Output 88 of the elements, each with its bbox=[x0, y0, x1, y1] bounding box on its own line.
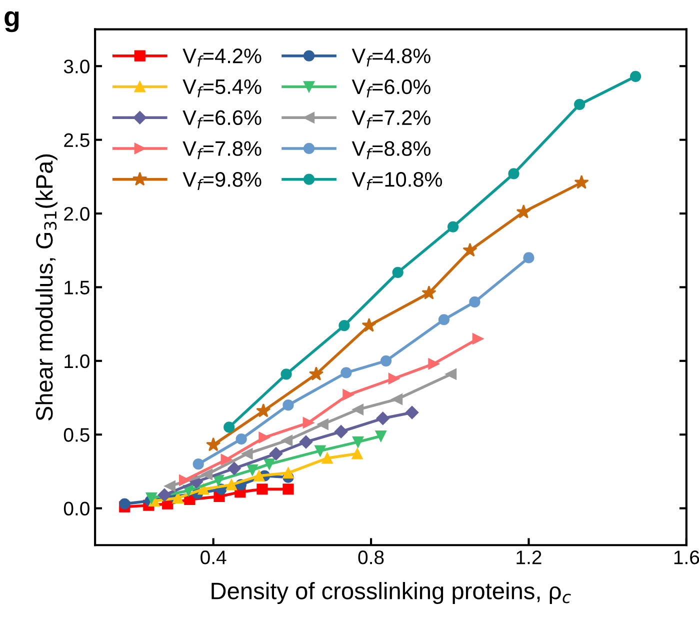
point bbox=[334, 425, 348, 438]
legend-label: V$_{f}$=6.0% bbox=[352, 79, 430, 98]
point bbox=[299, 435, 313, 449]
point bbox=[392, 266, 404, 278]
point bbox=[422, 285, 436, 300]
point bbox=[388, 373, 400, 384]
point bbox=[224, 422, 235, 433]
legend-label: V$_{f}$=4.8% bbox=[352, 48, 430, 67]
point bbox=[574, 174, 589, 189]
point bbox=[179, 474, 190, 486]
y-tick-label: 1.5 bbox=[64, 280, 90, 294]
point bbox=[391, 394, 403, 405]
point bbox=[380, 355, 392, 366]
point bbox=[352, 448, 363, 460]
point bbox=[352, 436, 364, 448]
point bbox=[352, 404, 364, 416]
point bbox=[338, 320, 350, 332]
y-tick-label: 2.0 bbox=[64, 206, 90, 221]
legend-label: V$_{f}$=4.2% bbox=[182, 48, 262, 67]
legend-label: V$_{f}$=8.8% bbox=[352, 141, 430, 160]
point bbox=[317, 418, 328, 430]
x-tick-label: 1.6 bbox=[674, 550, 699, 564]
point bbox=[192, 458, 204, 470]
point bbox=[228, 462, 241, 476]
point bbox=[164, 480, 176, 492]
point bbox=[282, 467, 294, 478]
point bbox=[340, 367, 352, 378]
point bbox=[201, 468, 213, 480]
legend-label: V$_{f}$=7.2% bbox=[352, 110, 430, 128]
y-axis-title: Shear modulus, G$_{31}$(kPa) bbox=[35, 154, 58, 420]
point bbox=[630, 70, 642, 82]
legend-label: V$_{f}$=7.8% bbox=[182, 141, 262, 160]
point bbox=[362, 318, 376, 332]
point bbox=[198, 484, 210, 495]
x-tick-label: 0.4 bbox=[200, 550, 226, 564]
legend-label: V$_{f}$=5.4% bbox=[182, 79, 262, 98]
x-tick-label: 0.8 bbox=[358, 550, 384, 564]
y-tick-label: 0.0 bbox=[64, 502, 90, 516]
point bbox=[523, 252, 534, 264]
text: g bbox=[4, 11, 19, 32]
point bbox=[376, 412, 390, 425]
point bbox=[172, 492, 184, 504]
point bbox=[220, 454, 232, 466]
y-tick-label: 1.0 bbox=[64, 354, 90, 368]
point bbox=[472, 333, 484, 344]
y-tick-label: 3.0 bbox=[64, 60, 90, 74]
point bbox=[236, 433, 247, 445]
point bbox=[438, 314, 450, 326]
point bbox=[158, 488, 172, 502]
point bbox=[212, 474, 224, 486]
point bbox=[516, 204, 531, 218]
point bbox=[462, 242, 478, 257]
point bbox=[405, 406, 419, 420]
y-tick-label: 2.5 bbox=[64, 133, 90, 148]
point bbox=[256, 403, 271, 418]
y-tick-label: 0.5 bbox=[64, 428, 90, 442]
point bbox=[428, 358, 440, 370]
point bbox=[264, 458, 275, 470]
legend-label: V$_{f}$=10.8% bbox=[352, 172, 442, 190]
point bbox=[574, 98, 586, 110]
point bbox=[314, 445, 326, 456]
point bbox=[242, 448, 253, 460]
x-tick-label: 1.2 bbox=[516, 550, 542, 564]
point bbox=[282, 484, 294, 495]
point bbox=[226, 479, 238, 490]
point bbox=[447, 221, 459, 232]
point bbox=[258, 432, 270, 444]
point bbox=[256, 484, 268, 495]
legend-label: V$_{f}$=9.8% bbox=[182, 172, 262, 190]
point bbox=[375, 430, 386, 442]
legend-label: V$_{f}$=6.6% bbox=[182, 110, 262, 128]
x-axis-title: Density of crosslinking proteins, ρ$_{c}$ bbox=[212, 582, 571, 604]
point bbox=[302, 417, 314, 428]
point bbox=[119, 498, 130, 510]
point bbox=[282, 400, 294, 411]
point bbox=[246, 464, 258, 476]
point bbox=[322, 452, 333, 464]
point bbox=[206, 437, 221, 452]
point bbox=[308, 366, 324, 380]
point bbox=[282, 434, 293, 446]
point bbox=[146, 492, 157, 504]
point bbox=[508, 168, 520, 180]
point bbox=[280, 368, 292, 380]
point bbox=[446, 368, 457, 380]
point bbox=[342, 389, 354, 400]
point bbox=[254, 470, 265, 482]
point bbox=[469, 296, 480, 308]
point bbox=[269, 447, 283, 460]
